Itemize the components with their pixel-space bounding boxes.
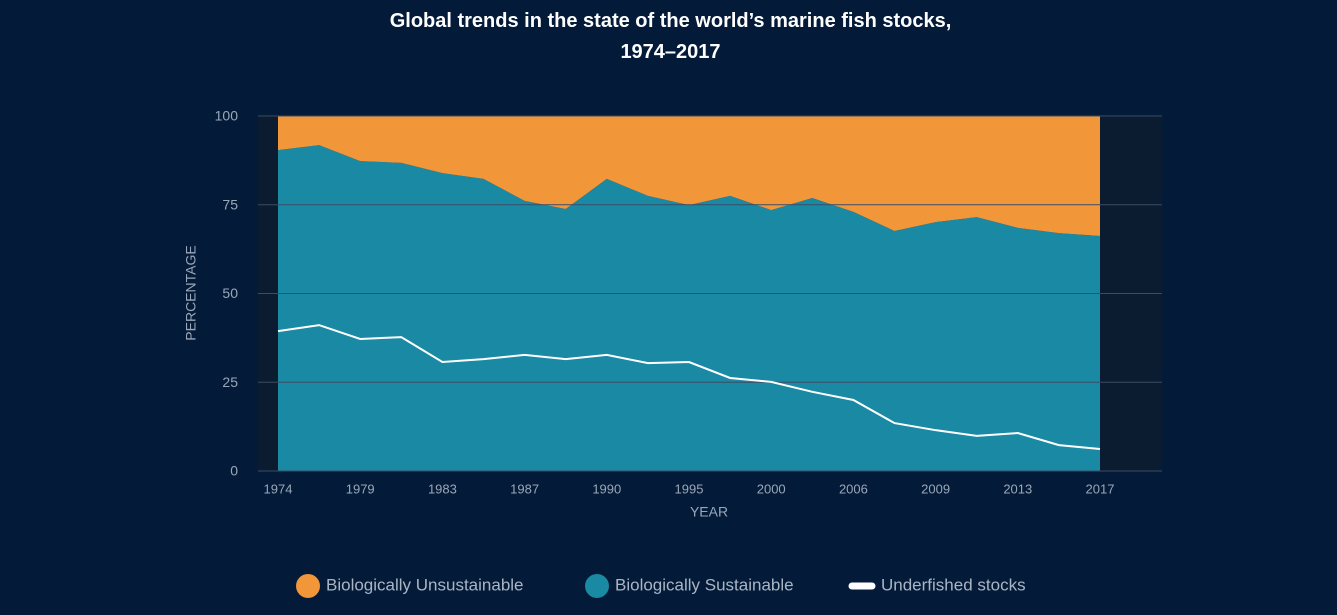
- area: [278, 145, 1100, 472]
- y-axis-label: PERCENTAGE: [183, 245, 199, 340]
- y-tick-label: 50: [222, 285, 238, 301]
- x-tick-label: 1974: [264, 481, 293, 496]
- chart-title: Global trends in the state of the world’…: [389, 10, 952, 63]
- legend-label: Underfished stocks: [881, 575, 1026, 594]
- x-tick-label: 2013: [1003, 481, 1032, 496]
- x-tick-label: 1979: [346, 481, 375, 496]
- y-tick-label: 25: [222, 374, 238, 390]
- y-tick-label: 0: [230, 463, 238, 479]
- y-tick-label: 100: [215, 108, 239, 124]
- y-tick-label: 75: [222, 196, 238, 212]
- x-tick-label: 1987: [510, 481, 539, 496]
- x-tick-label: 2000: [757, 481, 786, 496]
- x-axis-label: YEAR: [690, 504, 728, 520]
- legend-label: Biologically Sustainable: [615, 575, 794, 594]
- line: [277, 324, 1101, 450]
- x-tick-label: 2006: [839, 481, 868, 496]
- x-tick-label: 2009: [921, 481, 950, 496]
- x-tick-label: 1983: [428, 481, 457, 496]
- legend-marker: [585, 574, 609, 598]
- x-tick-label: 1990: [592, 481, 621, 496]
- legend-marker: [296, 574, 320, 598]
- x-tick-label: 2017: [1086, 481, 1115, 496]
- area: [278, 116, 1100, 236]
- legend-label: Biologically Unsustainable: [326, 575, 524, 594]
- x-tick-label: 1995: [675, 481, 704, 496]
